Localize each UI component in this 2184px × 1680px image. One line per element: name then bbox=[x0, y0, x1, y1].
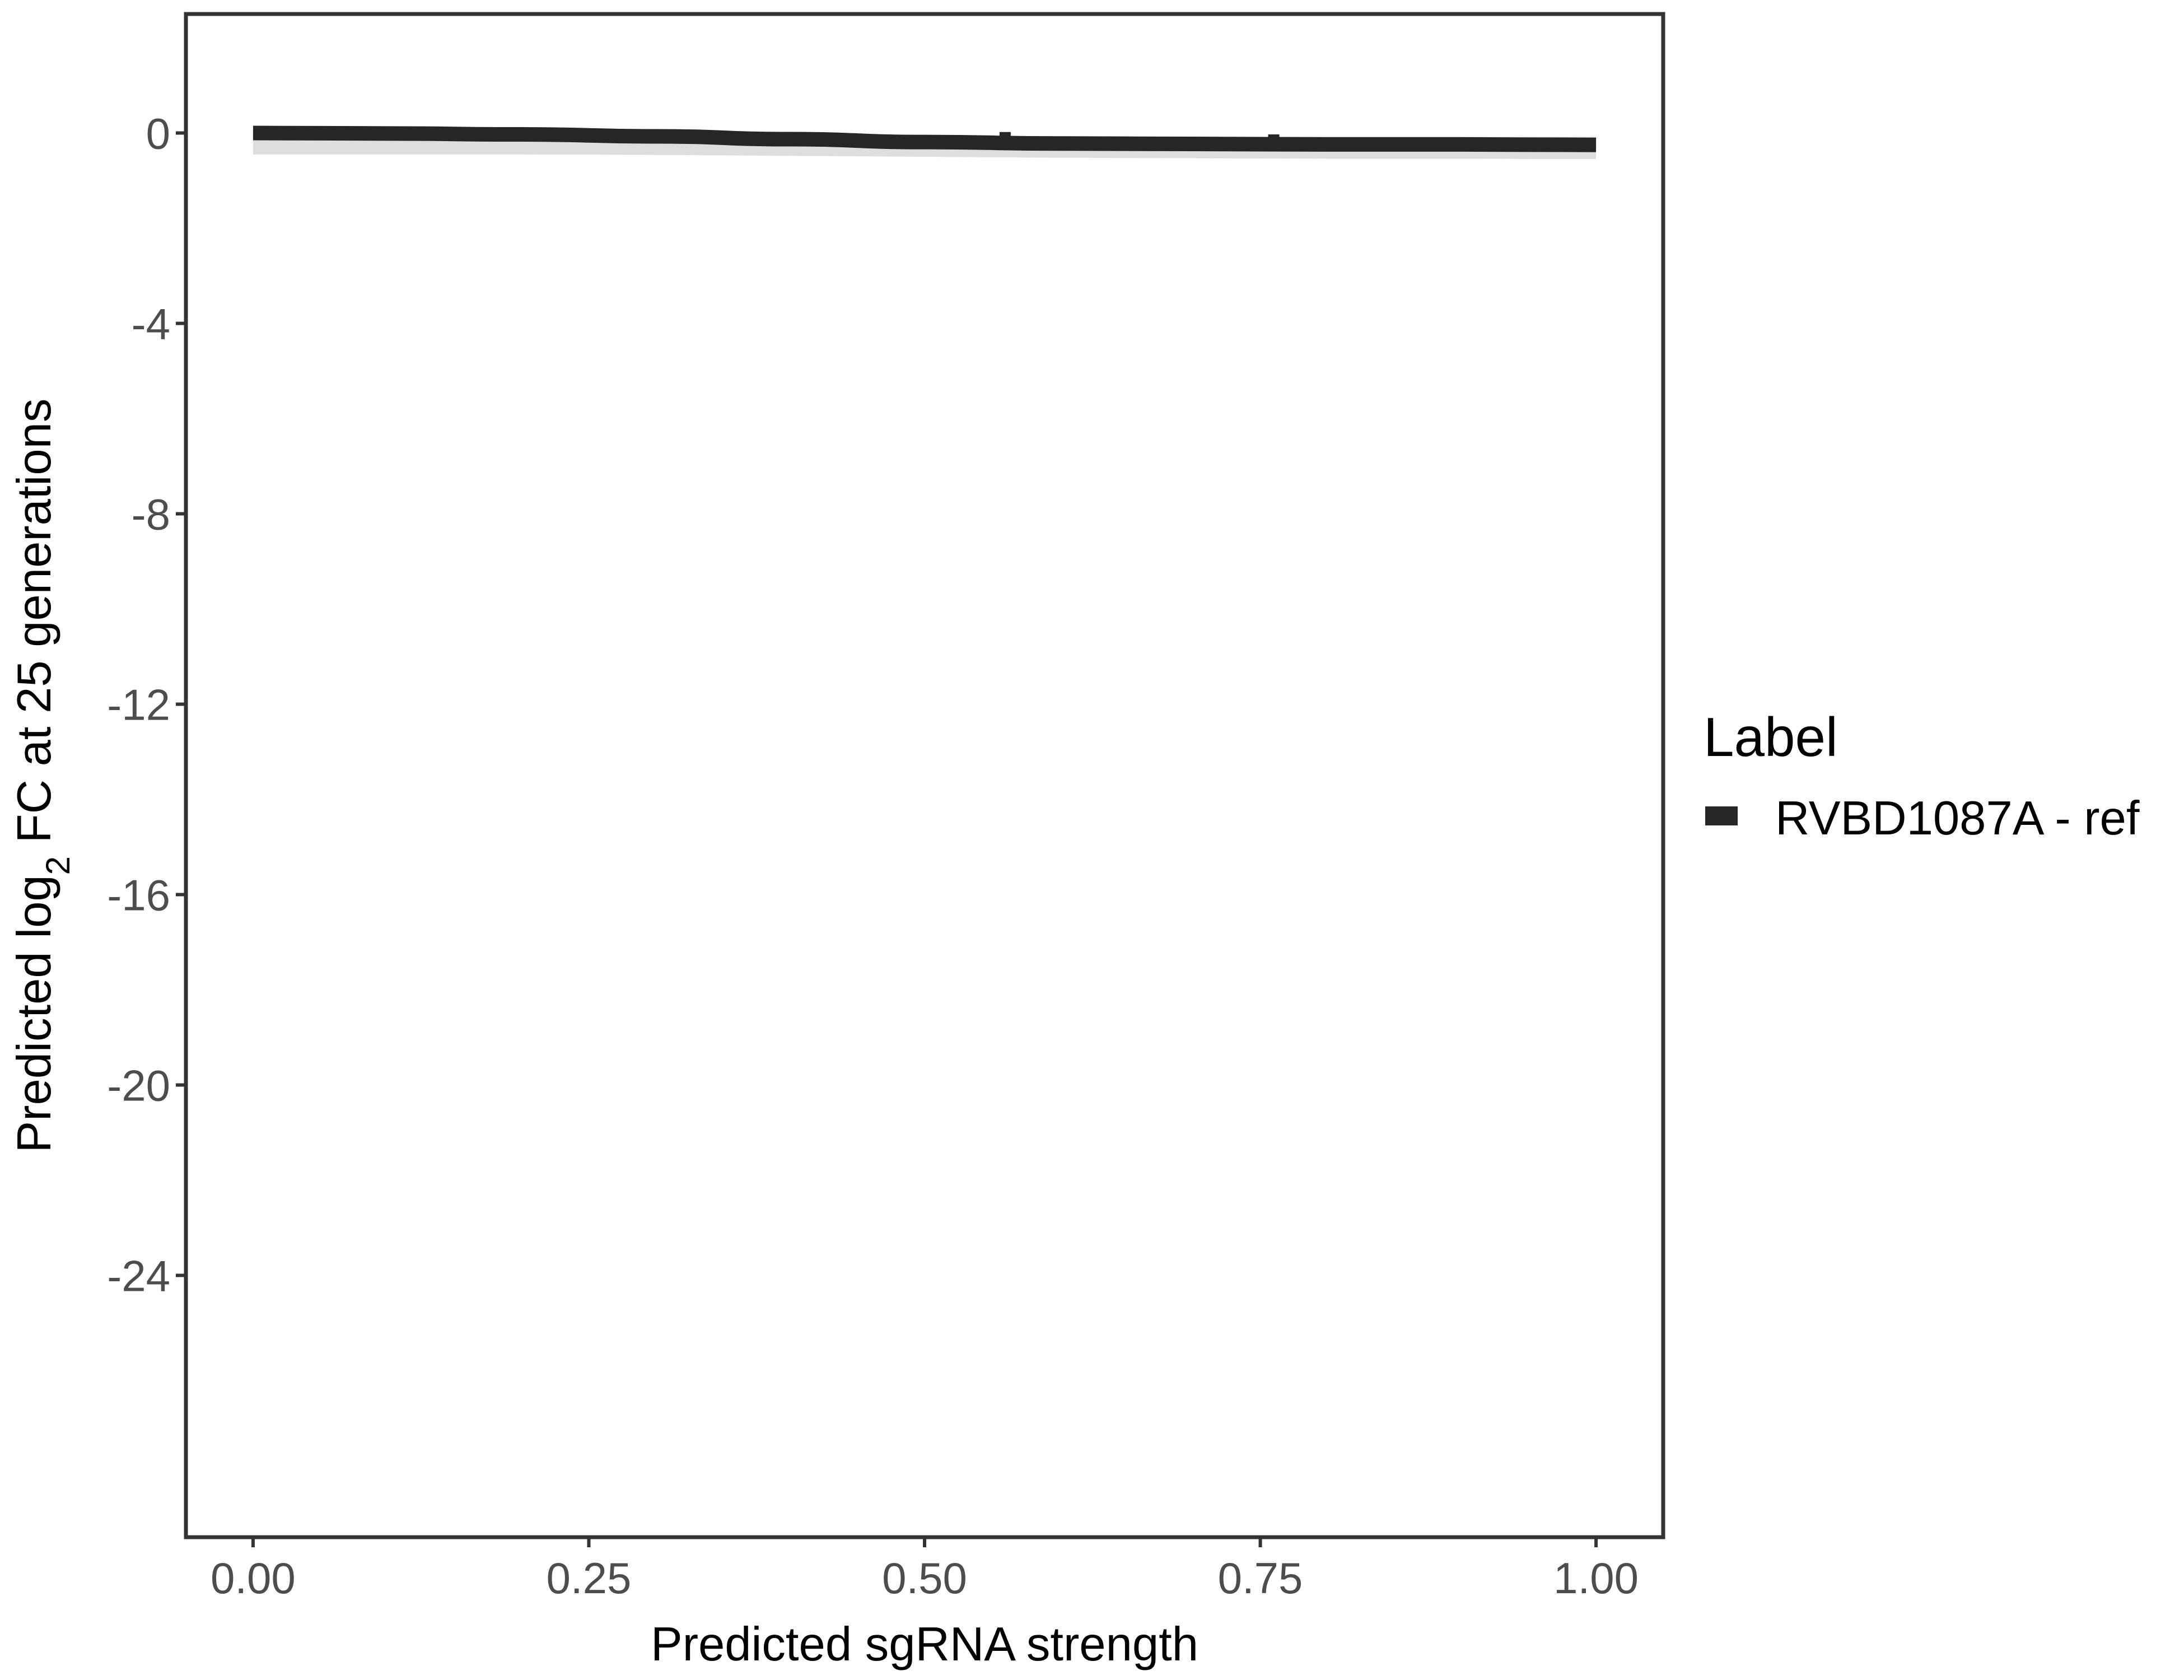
y-axis: 0 -4 -8 -12 -16 -20 -24 bbox=[107, 109, 186, 1301]
x-axis: 0.00 0.25 0.50 0.75 1.00 bbox=[211, 1537, 1639, 1603]
x-axis-title: Predicted sgRNA strength bbox=[651, 1618, 1198, 1671]
legend: Label RVBD1087A - ref bbox=[1704, 706, 2140, 845]
y-tick-label: -20 bbox=[107, 1061, 170, 1110]
y-axis-title: Predicted log2 FC at 25 generations bbox=[8, 399, 77, 1153]
data-point bbox=[999, 132, 1011, 139]
y-tick-label: -4 bbox=[132, 300, 170, 349]
x-tick-label: 0.75 bbox=[1218, 1553, 1303, 1603]
legend-label: RVBD1087A - ref bbox=[1775, 792, 2140, 845]
y-tick-label: -24 bbox=[107, 1252, 170, 1301]
x-tick-label: 1.00 bbox=[1553, 1553, 1639, 1603]
y-tick-label: -8 bbox=[132, 490, 170, 539]
data-point bbox=[1268, 134, 1280, 141]
series-line bbox=[253, 125, 1597, 152]
plot-area bbox=[253, 125, 1597, 160]
legend-key bbox=[1705, 806, 1738, 825]
y-tick-label: -12 bbox=[107, 680, 170, 730]
x-tick-label: 0.00 bbox=[211, 1553, 296, 1603]
y-tick-label: 0 bbox=[146, 109, 170, 158]
x-tick-label: 0.25 bbox=[547, 1553, 632, 1603]
legend-title: Label bbox=[1704, 706, 1838, 768]
y-tick-label: -16 bbox=[107, 871, 170, 920]
x-tick-label: 0.50 bbox=[882, 1553, 967, 1603]
